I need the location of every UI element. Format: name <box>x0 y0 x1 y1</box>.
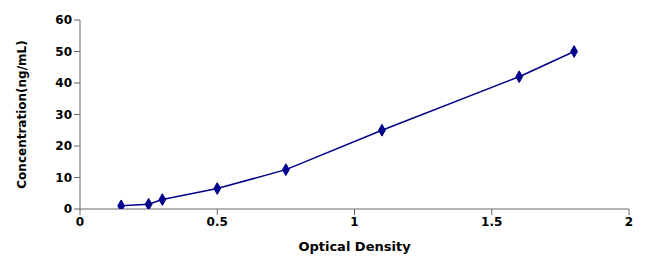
svg-text:2: 2 <box>625 215 633 229</box>
svg-text:50: 50 <box>55 45 72 59</box>
svg-text:10: 10 <box>55 171 72 185</box>
svg-text:0: 0 <box>76 215 84 229</box>
svg-text:0.5: 0.5 <box>207 215 228 229</box>
svg-text:Concentration(ng/mL): Concentration(ng/mL) <box>15 40 29 188</box>
svg-text:60: 60 <box>55 13 72 27</box>
svg-text:1.5: 1.5 <box>481 215 502 229</box>
svg-text:Optical Density: Optical Density <box>298 239 411 254</box>
svg-text:0: 0 <box>64 202 72 216</box>
svg-text:20: 20 <box>55 139 72 153</box>
svg-text:30: 30 <box>55 108 72 122</box>
svg-text:40: 40 <box>55 76 72 90</box>
svg-text:1: 1 <box>350 215 358 229</box>
